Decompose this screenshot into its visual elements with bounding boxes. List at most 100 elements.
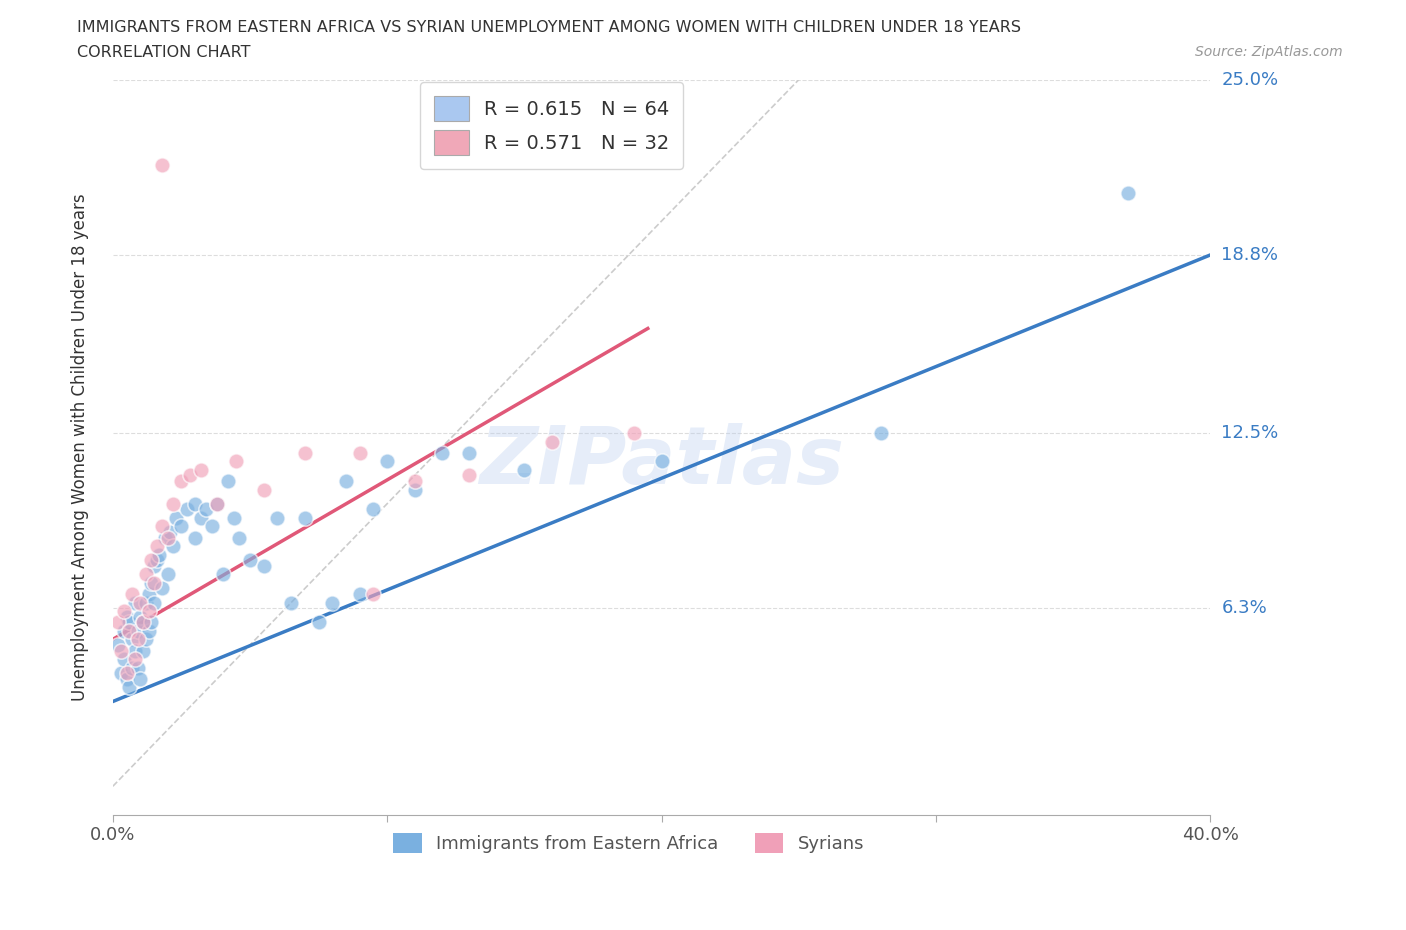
Point (540, 434, 562, 449)
Point (404, 473, 426, 488)
Point (349, 587, 371, 602)
Point (170, 519, 193, 534)
Point (870, 426, 893, 441)
Point (623, 426, 645, 441)
Point (124, 644, 146, 658)
Point (458, 468, 481, 483)
Point (124, 595, 146, 610)
Text: 12.5%: 12.5% (1222, 424, 1278, 442)
Point (118, 680, 141, 695)
Point (110, 666, 132, 681)
Point (115, 671, 138, 686)
Point (132, 615, 155, 630)
Point (211, 567, 233, 582)
Point (363, 587, 385, 602)
Point (135, 567, 157, 582)
Point (135, 631, 157, 646)
Point (129, 595, 152, 610)
Point (375, 454, 398, 469)
Point (127, 660, 149, 675)
Point (141, 615, 163, 630)
Point (1116, 185, 1139, 200)
Text: Source: ZipAtlas.com: Source: ZipAtlas.com (1195, 45, 1343, 59)
Point (294, 511, 316, 525)
Point (127, 631, 149, 646)
Point (253, 558, 276, 573)
Point (150, 519, 173, 534)
Point (132, 644, 155, 658)
Text: CORRELATION CHART: CORRELATION CHART (77, 45, 250, 60)
Point (138, 587, 160, 602)
Point (110, 644, 132, 658)
Point (162, 538, 184, 553)
Point (205, 497, 228, 512)
Point (217, 473, 239, 488)
Point (335, 473, 357, 488)
Point (253, 482, 276, 497)
Point (156, 567, 179, 582)
Point (195, 502, 218, 517)
Point (205, 497, 228, 512)
Point (228, 530, 250, 545)
Point (121, 587, 143, 602)
Point (190, 511, 212, 525)
Point (308, 615, 330, 630)
Point (150, 157, 173, 172)
Text: 18.8%: 18.8% (1222, 246, 1278, 264)
Point (404, 482, 426, 497)
Point (121, 631, 143, 646)
Point (153, 530, 176, 545)
Point (159, 525, 181, 539)
Point (513, 462, 536, 477)
Y-axis label: Unemployment Among Women with Children Under 18 years: Unemployment Among Women with Children U… (72, 193, 89, 701)
Point (138, 623, 160, 638)
Point (118, 615, 141, 630)
Point (458, 445, 481, 460)
Text: IMMIGRANTS FROM EASTERN AFRICA VS SYRIAN UNEMPLOYMENT AMONG WOMEN WITH CHILDREN : IMMIGRANTS FROM EASTERN AFRICA VS SYRIAN… (77, 20, 1021, 35)
Text: 25.0%: 25.0% (1222, 71, 1278, 88)
Point (141, 576, 163, 591)
Point (165, 511, 187, 525)
Point (179, 468, 201, 483)
Point (143, 558, 166, 573)
Point (121, 660, 143, 675)
Point (127, 623, 149, 638)
Point (132, 615, 155, 630)
Text: 6.3%: 6.3% (1222, 599, 1267, 618)
Point (363, 502, 385, 517)
Point (170, 473, 193, 488)
Point (430, 445, 453, 460)
Point (145, 538, 167, 553)
Point (143, 595, 166, 610)
Point (143, 576, 166, 591)
Point (112, 604, 135, 618)
Point (266, 511, 288, 525)
Point (150, 581, 173, 596)
Point (225, 454, 247, 469)
Point (148, 547, 170, 562)
Point (135, 595, 157, 610)
Point (176, 502, 198, 517)
Point (138, 604, 160, 618)
Point (118, 623, 141, 638)
Point (156, 530, 179, 545)
Point (184, 530, 207, 545)
Point (239, 552, 262, 567)
Point (124, 652, 146, 667)
Point (141, 552, 163, 567)
Text: ZIPatlas: ZIPatlas (479, 423, 844, 501)
Point (129, 671, 152, 686)
Point (115, 609, 138, 624)
Point (115, 666, 138, 681)
Point (321, 595, 343, 610)
Point (112, 652, 135, 667)
Point (107, 615, 129, 630)
Point (280, 595, 302, 610)
Point (129, 609, 152, 624)
Point (112, 623, 135, 638)
Point (145, 552, 167, 567)
Point (294, 445, 316, 460)
Point (190, 462, 212, 477)
Point (650, 454, 672, 469)
Legend: Immigrants from Eastern Africa, Syrians: Immigrants from Eastern Africa, Syrians (385, 825, 872, 860)
